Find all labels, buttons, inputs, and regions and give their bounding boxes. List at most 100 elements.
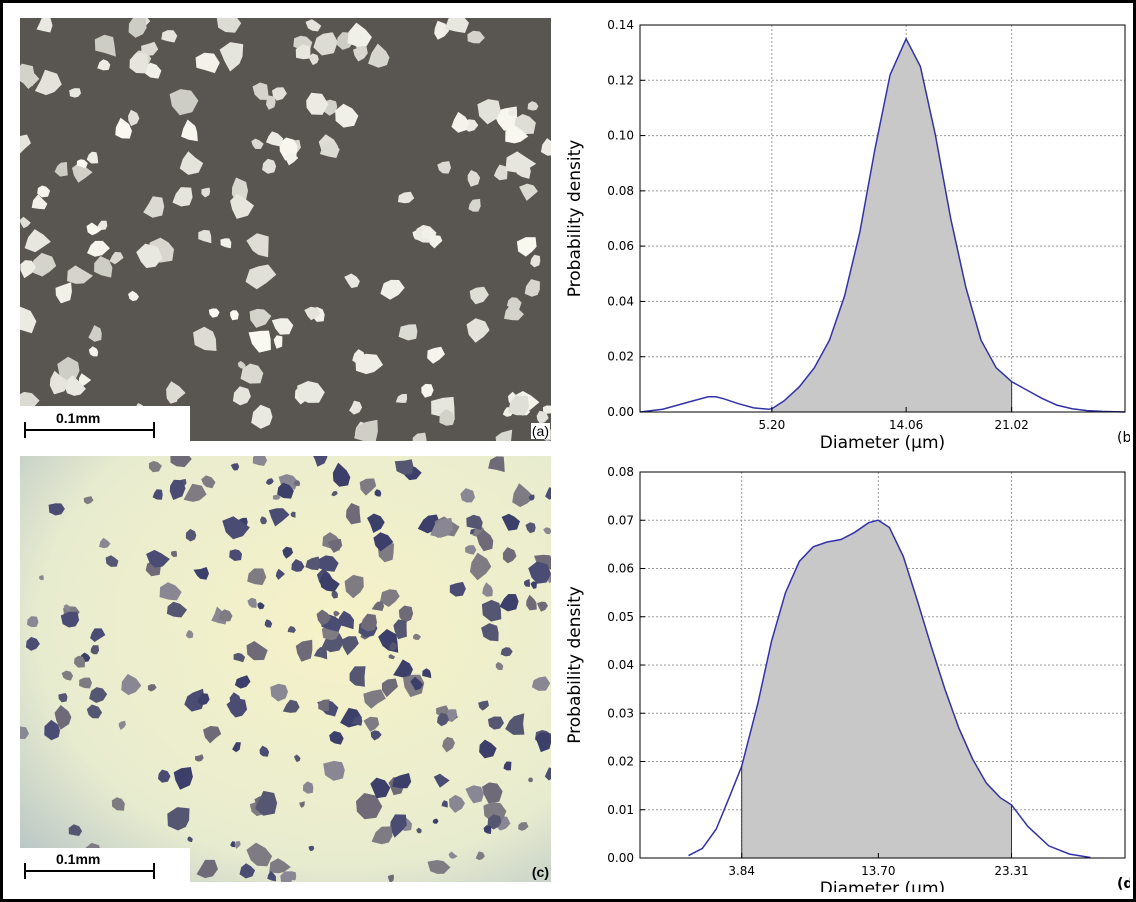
particle xyxy=(90,628,106,642)
particle xyxy=(505,151,537,173)
background-illumination xyxy=(20,456,551,882)
particle xyxy=(319,570,340,592)
density-plot-b: 0.00 0.02 0.04 0.06 0.08 0.10 0.12 0.14 5.20 14.… xyxy=(565,18,1136,453)
particle xyxy=(468,198,481,212)
particle xyxy=(437,161,451,174)
particle xyxy=(233,652,246,663)
particle xyxy=(282,546,294,559)
particle xyxy=(184,688,205,712)
particle xyxy=(99,537,111,549)
particle xyxy=(427,860,451,874)
particle xyxy=(34,69,62,96)
particle xyxy=(465,785,484,804)
particle xyxy=(544,767,551,781)
particle xyxy=(237,360,246,369)
particle xyxy=(63,604,71,611)
particle xyxy=(467,170,481,187)
particle xyxy=(318,699,330,712)
particle xyxy=(530,254,541,268)
particle xyxy=(128,18,147,38)
particle xyxy=(475,851,485,861)
particle xyxy=(530,581,537,589)
scale-bar-label-c: 0.1mm xyxy=(56,851,101,867)
particle xyxy=(229,549,242,561)
particle xyxy=(393,619,407,640)
particle xyxy=(500,647,513,657)
particle xyxy=(270,683,288,702)
particle xyxy=(72,163,93,183)
micrograph-c: 0.1mm (c) xyxy=(20,456,551,882)
particle xyxy=(69,88,81,98)
particle xyxy=(528,561,551,584)
particle xyxy=(363,716,380,732)
particle-image-c xyxy=(20,456,551,882)
particle xyxy=(319,141,340,158)
particle xyxy=(504,304,524,321)
particle xyxy=(128,109,140,127)
particle xyxy=(239,863,256,879)
particle xyxy=(68,824,83,836)
particle xyxy=(333,610,340,617)
particle xyxy=(272,494,281,500)
panel-label-a: (a) xyxy=(530,423,550,439)
particle xyxy=(524,279,540,297)
particle xyxy=(481,599,502,622)
particle xyxy=(31,194,48,210)
y-tick-label: 0.08 xyxy=(607,465,634,479)
particle xyxy=(368,43,390,68)
particle xyxy=(170,550,177,558)
particle xyxy=(86,151,99,164)
particle xyxy=(284,153,299,166)
particle xyxy=(380,279,405,300)
particle xyxy=(60,611,80,628)
particle xyxy=(371,826,393,845)
y-tick-label: 0.02 xyxy=(607,350,634,364)
particle xyxy=(252,82,270,100)
particle xyxy=(537,601,548,612)
particle xyxy=(115,117,132,139)
y-tick-label: 0.08 xyxy=(607,184,634,198)
particle xyxy=(347,22,372,47)
particle xyxy=(346,503,361,525)
particle xyxy=(264,619,273,628)
particle xyxy=(421,226,436,239)
y-tick-label: 0.00 xyxy=(607,405,634,419)
particle xyxy=(535,732,551,753)
particle xyxy=(58,693,68,703)
particle xyxy=(252,456,268,466)
y-tick-label: 0.01 xyxy=(607,803,634,817)
particle xyxy=(481,623,499,642)
particle xyxy=(234,841,241,849)
particle xyxy=(222,516,250,540)
particle xyxy=(173,767,193,790)
particle xyxy=(433,773,450,788)
particle xyxy=(109,251,124,265)
particle xyxy=(542,405,551,414)
shaded-area-b xyxy=(771,38,1012,413)
particle xyxy=(394,459,414,475)
particle xyxy=(219,609,233,622)
particle xyxy=(495,662,504,671)
particle xyxy=(232,386,251,406)
particle xyxy=(390,814,407,838)
particle xyxy=(303,781,314,794)
particle xyxy=(367,513,385,533)
particle xyxy=(306,92,329,115)
particle xyxy=(54,162,68,177)
particle xyxy=(344,273,360,289)
particle xyxy=(20,726,29,739)
particle xyxy=(290,511,296,518)
particle xyxy=(387,874,394,882)
particle xyxy=(86,704,103,719)
particle xyxy=(259,745,270,757)
particle xyxy=(136,243,163,268)
x-axis-label-b: Diameter (μm) xyxy=(820,433,945,452)
particle xyxy=(246,641,268,661)
particle xyxy=(380,589,400,607)
particle xyxy=(179,151,204,175)
particle xyxy=(49,370,69,395)
particle xyxy=(397,191,415,204)
particle xyxy=(94,256,113,278)
particle xyxy=(329,731,344,745)
particle xyxy=(269,858,291,874)
